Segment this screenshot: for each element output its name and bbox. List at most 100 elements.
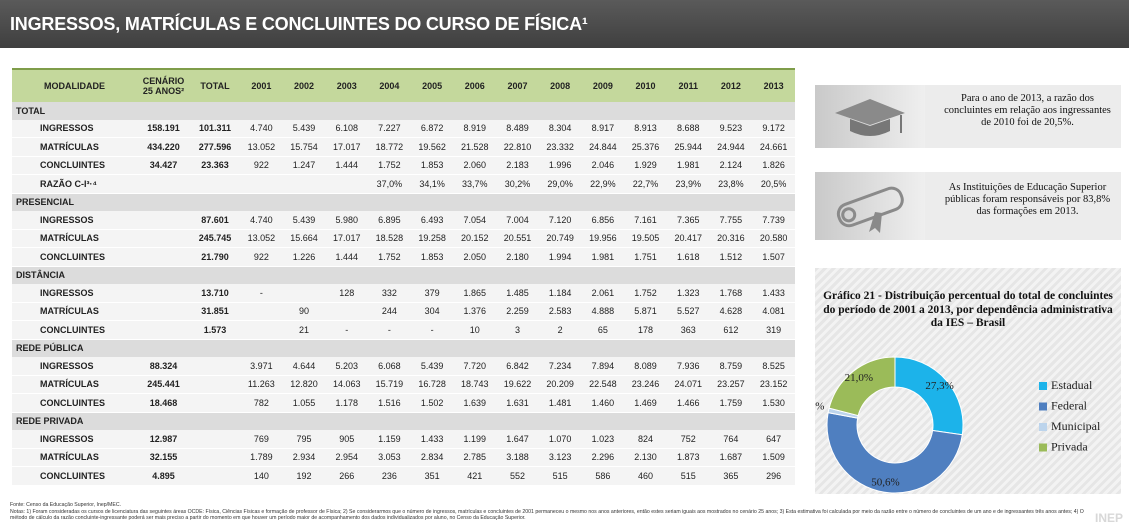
legend-label: Estadual (1051, 378, 1093, 392)
cell: 1.618 (666, 247, 710, 267)
data-row: MATRÍCULAS 32.155 1.789 2.934 2.954 3.053 2.83… (12, 448, 795, 467)
data-row: INGRESSOS 13.710- 128 332 379 1.865 1.485 1.184… (12, 284, 795, 303)
cell: 20.209 (538, 375, 582, 394)
section-row: DISTÂNCIA (12, 266, 795, 284)
row-label: INGRESSOS (12, 357, 137, 376)
cell: 4.895 (137, 466, 190, 486)
cell: 128 (325, 284, 369, 303)
cell (190, 466, 240, 486)
cell: 1.752 (624, 284, 667, 303)
cell: 1.512 (709, 247, 753, 267)
row-label: MATRÍCULAS (12, 229, 137, 248)
cell: 2 (538, 320, 582, 340)
cell: 65 (581, 320, 625, 340)
cell: 332 (368, 284, 411, 303)
cell: 3 (496, 320, 539, 340)
page-title: INGRESSOS, MATRÍCULAS E CONCLUINTES DO C… (10, 14, 588, 34)
cell: 6.895 (368, 211, 411, 230)
cell: 1.981 (666, 156, 710, 175)
section-title: DISTÂNCIA (12, 266, 795, 284)
cell: 1.023 (581, 430, 625, 449)
cell: 1.994 (538, 247, 582, 267)
legend-swatch (1039, 423, 1047, 431)
data-row: MATRÍCULAS 245.745 13.052 15.664 17.017 18.52… (12, 229, 795, 248)
slice-label: 1,1% (815, 400, 824, 412)
cell: 21 (282, 320, 326, 340)
cell: 192 (282, 466, 326, 486)
cell (190, 393, 240, 413)
cell (240, 302, 283, 321)
cell: 6.856 (581, 211, 625, 230)
cell: 1.853 (410, 156, 454, 175)
cell: 922 (240, 156, 283, 175)
cell: 13.052 (240, 137, 283, 157)
cell: 1.647 (496, 430, 539, 449)
slice-label: 21,0% (845, 372, 873, 384)
row-label: CONCLUINTES (12, 393, 137, 413)
row-label: MATRÍCULAS (12, 137, 137, 157)
column-header: 2007 (496, 68, 539, 102)
cell: 18.528 (368, 229, 411, 248)
data-table: MODALIDADE CENÁRIO 25 ANOS² TOTAL 2001 2002 2… (12, 68, 795, 486)
cell: 34.427 (137, 156, 190, 175)
cell: 20.417 (666, 229, 710, 248)
data-row: MATRÍCULAS 434.220 277.596 13.052 15.754 17.0… (12, 137, 795, 157)
cell: 1.752 (368, 247, 411, 267)
cell: 22,9% (581, 174, 625, 194)
cell (137, 320, 190, 340)
row-label: INGRESSOS (12, 430, 137, 449)
cell: 1.826 (752, 156, 795, 175)
cell: 1.996 (538, 156, 582, 175)
cell: 25.376 (624, 137, 667, 157)
cell (190, 174, 240, 194)
data-row: RAZÃO C-I³·⁴ 37,0% 34,1% 33,7% 30,2% 29,0% 22,… (12, 174, 795, 194)
cell: 6.872 (410, 119, 454, 138)
data-row: CONCLUINTES 1.573 21- - -10 3 2 65 178 363 612 319 (12, 320, 795, 340)
cell: 277.596 (190, 137, 240, 157)
cell: 3.053 (368, 448, 411, 467)
cell (137, 284, 190, 303)
cell: 1.178 (325, 393, 369, 413)
cell: 158.191 (137, 119, 190, 138)
cell: 20.152 (453, 229, 497, 248)
cell: 8.917 (581, 119, 625, 138)
cell: 266 (325, 466, 369, 486)
cell: 1.981 (581, 247, 625, 267)
legend-swatch (1039, 382, 1047, 390)
cell: 17.017 (325, 229, 369, 248)
cell: 10 (453, 320, 497, 340)
cell: 2.954 (325, 448, 369, 467)
cell (137, 211, 190, 230)
cell: 421 (453, 466, 497, 486)
cell: 1.469 (624, 393, 667, 413)
cell: 1.752 (368, 156, 411, 175)
row-label: MATRÍCULAS (12, 448, 137, 467)
cell: 25.944 (666, 137, 710, 157)
cell: 7.004 (496, 211, 539, 230)
cell: 32.155 (137, 448, 190, 467)
cell: 2.050 (453, 247, 497, 267)
cell: 586 (581, 466, 625, 486)
cell: 1.751 (624, 247, 667, 267)
column-header: 2004 (368, 68, 411, 102)
data-row: INGRESSOS 88.324 3.971 4.644 5.203 6.068 5.439… (12, 357, 795, 376)
row-label: MATRÍCULAS (12, 302, 137, 321)
cell: 4.888 (581, 302, 625, 321)
cell: 4.740 (240, 119, 283, 138)
cell: 101.311 (190, 119, 240, 138)
cell: 1.759 (709, 393, 753, 413)
cell: 5.439 (282, 119, 326, 138)
column-header: 2013 (752, 68, 795, 102)
row-label: INGRESSOS (12, 211, 137, 230)
cell: 1.485 (496, 284, 539, 303)
cell: 1.502 (410, 393, 454, 413)
cell: 13.052 (240, 229, 283, 248)
cell: 34,1% (410, 174, 454, 194)
cell: 552 (496, 466, 539, 486)
cell: 245.745 (190, 229, 240, 248)
column-header: CENÁRIO 25 ANOS² (137, 68, 190, 102)
section-title: TOTAL (12, 102, 795, 120)
cell: - (368, 320, 411, 340)
column-header: 2008 (538, 68, 582, 102)
cell (282, 284, 326, 303)
